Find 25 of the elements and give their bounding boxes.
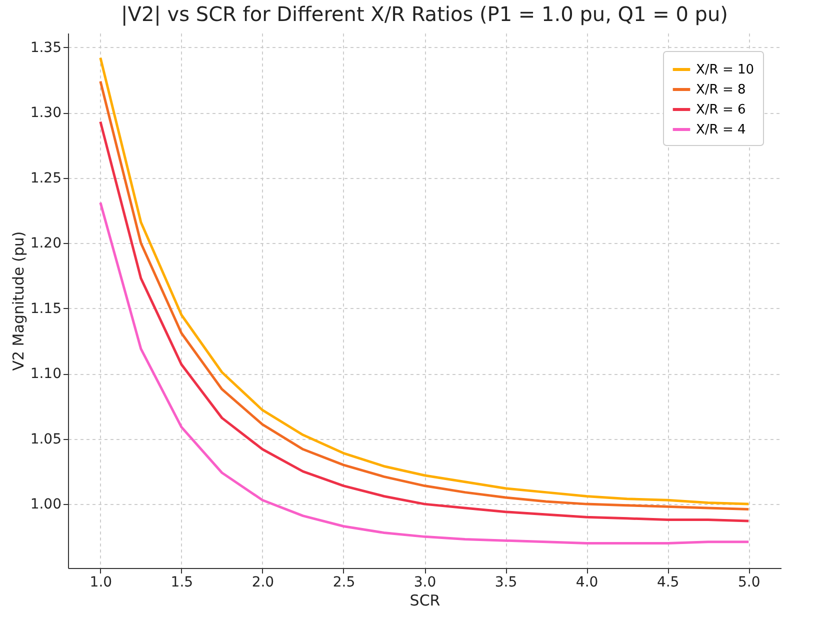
y-tick-label: 1.15 bbox=[30, 300, 62, 317]
x-tick-label: 3.0 bbox=[414, 574, 436, 590]
line-series bbox=[99, 201, 750, 544]
y-tick-label: 1.20 bbox=[30, 236, 62, 252]
y-tick-label: 1.05 bbox=[30, 431, 62, 448]
chart-title: |V2| vs SCR for Different X/R Ratios (P1 = 1.0 pu, Q1 = 0 pu) bbox=[121, 2, 728, 26]
x-tick-label: 2.0 bbox=[252, 574, 274, 590]
legend-label: X/R = 10 bbox=[696, 62, 754, 78]
x-tick-label: 3.5 bbox=[494, 574, 518, 590]
y-axis-title: V2 Magnitude (pu) bbox=[9, 231, 28, 371]
legend-label: X/R = 6 bbox=[696, 102, 746, 118]
x-tick-label: 5.0 bbox=[738, 574, 760, 590]
x-tick-label: 1.0 bbox=[90, 574, 112, 590]
x-axis-title: SCR bbox=[410, 592, 440, 610]
y-tick-label: 1.25 bbox=[30, 170, 62, 186]
x-tick-label: 2.5 bbox=[332, 574, 356, 590]
y-tick-label: 1.00 bbox=[30, 496, 62, 513]
x-tick-label: 1.5 bbox=[170, 574, 194, 590]
y-tick-label: 1.35 bbox=[30, 40, 62, 56]
x-tick-label: 4.5 bbox=[656, 574, 680, 590]
y-tick-label: 1.30 bbox=[30, 105, 62, 122]
legend-label: X/R = 4 bbox=[696, 122, 746, 138]
legend-label: X/R = 8 bbox=[696, 82, 746, 98]
x-tick-label: 4.0 bbox=[576, 574, 598, 590]
y-tick-label: 1.10 bbox=[30, 366, 62, 382]
